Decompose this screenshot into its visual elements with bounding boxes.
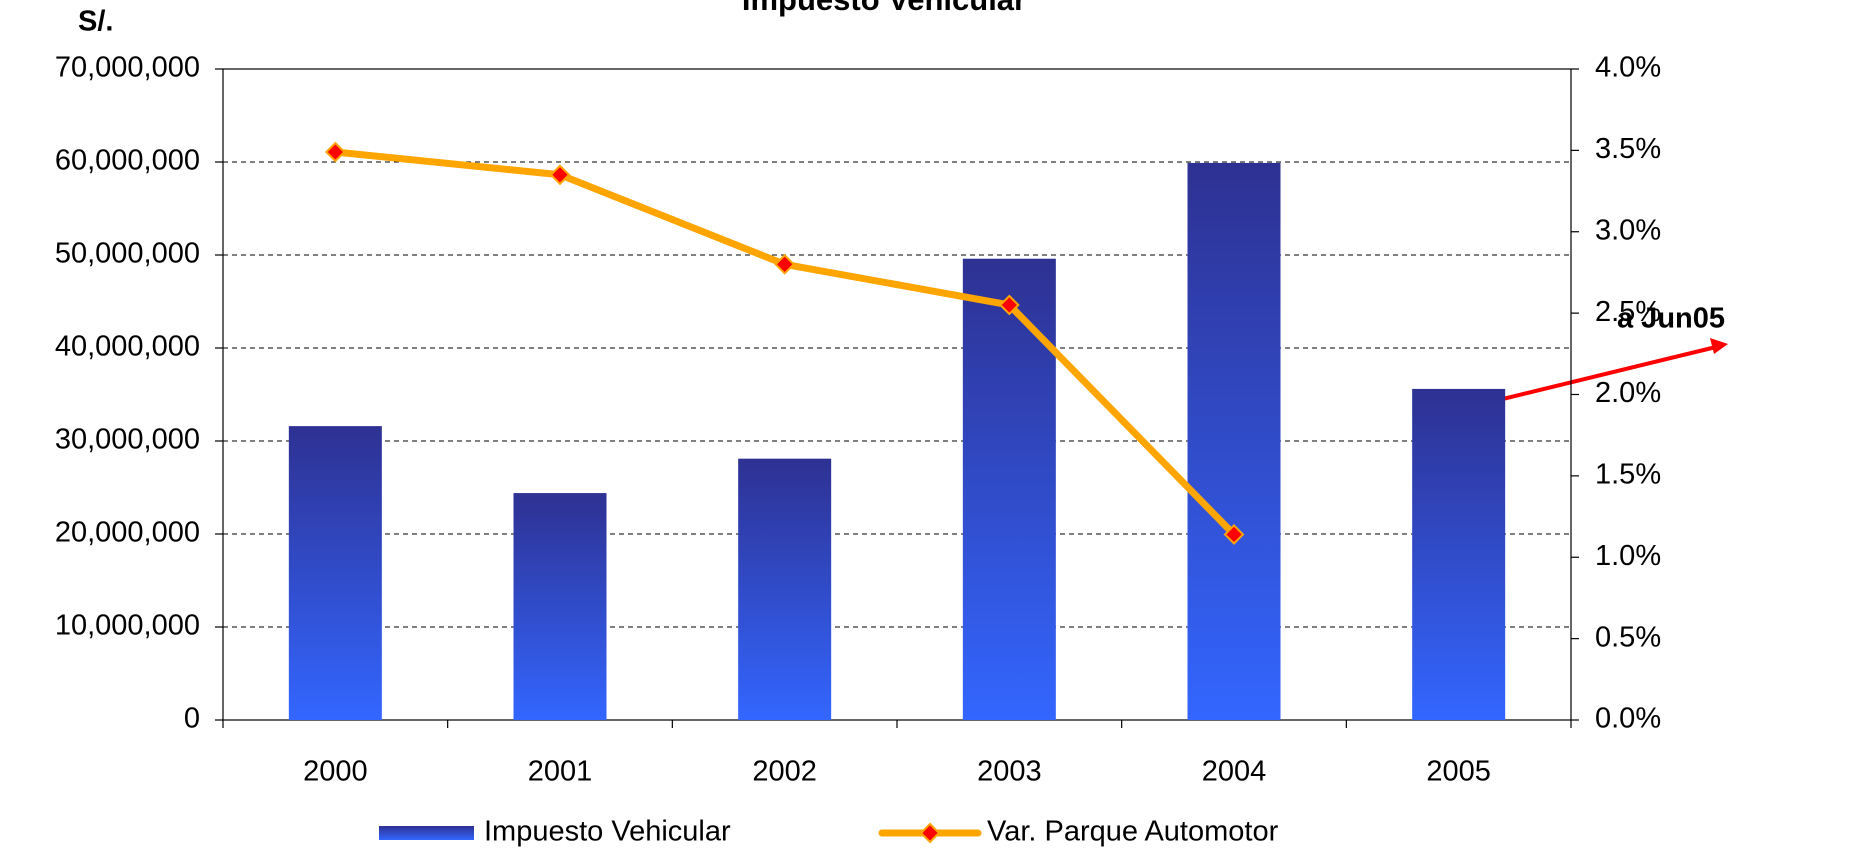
legend-label: Impuesto Vehicular: [484, 816, 731, 848]
y-tick-label: 10,000,000: [55, 610, 200, 642]
line-marker: [324, 141, 346, 163]
bar: [1412, 388, 1506, 720]
y-tick-label: 70,000,000: [55, 52, 200, 84]
bar: [738, 458, 832, 720]
y-tick-label: 20,000,000: [55, 517, 200, 549]
bar: [513, 493, 607, 720]
y2-tick-label: 2.0%: [1595, 377, 1661, 409]
legend-label: Var. Parque Automotor: [987, 816, 1279, 848]
plot-border: [222, 68, 1572, 721]
y-tick-label: 0: [184, 703, 200, 735]
y-tick-label: 30,000,000: [55, 424, 200, 456]
x-tick-label: 2003: [977, 756, 1042, 788]
line-marker: [774, 253, 796, 275]
annotation-arrow: [1473, 338, 1728, 408]
line-marker: [1223, 524, 1245, 545]
y-tick-label: 60,000,000: [55, 145, 200, 177]
legend-swatch: [379, 826, 474, 840]
y2-tick-label: 3.0%: [1595, 214, 1661, 246]
line-marker: [998, 294, 1020, 316]
x-tick-label: 2001: [528, 756, 593, 788]
bar: [962, 258, 1056, 720]
bar: [1187, 162, 1281, 720]
y-axis-label: S/.: [78, 6, 113, 38]
legend-marker: [919, 822, 941, 844]
line-marker: [549, 164, 571, 186]
x-tick-label: 2005: [1426, 756, 1491, 788]
y2-tick-label: 2.5%: [1595, 296, 1661, 328]
y2-tick-label: 3.5%: [1595, 133, 1661, 165]
y2-tick-label: 1.0%: [1595, 540, 1661, 572]
chart-title: Impuesto Vehicular: [742, 0, 1026, 17]
x-tick-label: 2002: [752, 756, 817, 788]
x-tick-label: 2000: [303, 756, 368, 788]
annotation: a Jun05: [1617, 303, 1725, 335]
y-tick-label: 40,000,000: [55, 331, 200, 363]
x-tick-label: 2004: [1202, 756, 1267, 788]
bar: [288, 426, 382, 720]
y-tick-label: 50,000,000: [55, 238, 200, 270]
y2-tick-label: 1.5%: [1595, 459, 1661, 491]
y2-tick-label: 0.5%: [1595, 621, 1661, 653]
y2-tick-label: 0.0%: [1595, 703, 1661, 735]
y2-tick-label: 4.0%: [1595, 52, 1661, 84]
